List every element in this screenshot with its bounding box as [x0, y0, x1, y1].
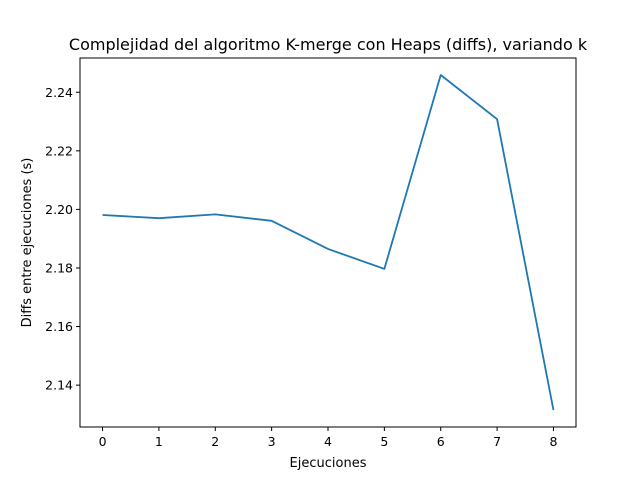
y-tick-label: 2.24 — [45, 85, 73, 100]
x-tick-label: 4 — [324, 434, 332, 449]
x-tick-label: 3 — [268, 434, 276, 449]
chart-title: Complejidad del algoritmo K-merge con He… — [69, 35, 588, 54]
x-tick-label: 7 — [493, 434, 501, 449]
y-tick-label: 2.14 — [45, 378, 73, 393]
plot-area — [79, 57, 577, 428]
y-axis-ticks: 2.14 2.16 2.18 2.20 2.22 2.24 — [45, 85, 80, 393]
x-tick-label: 6 — [437, 434, 445, 449]
y-tick-label: 2.18 — [45, 260, 73, 275]
series-line — [102, 74, 555, 411]
y-tick-label: 2.16 — [45, 319, 73, 334]
x-tick-label: 2 — [211, 434, 219, 449]
y-axis-label: Diffs entre ejecuciones (s) — [20, 158, 35, 328]
x-tick-label: 1 — [155, 434, 163, 449]
x-axis-label: Ejecuciones — [290, 456, 367, 471]
x-tick-label: 0 — [99, 434, 107, 449]
y-tick-label: 2.20 — [45, 202, 73, 217]
x-axis-ticks: 0 1 2 3 4 5 6 7 8 — [99, 427, 557, 449]
y-tick-label: 2.22 — [45, 143, 73, 158]
x-tick-label: 8 — [549, 434, 557, 449]
x-tick-label: 5 — [380, 434, 388, 449]
